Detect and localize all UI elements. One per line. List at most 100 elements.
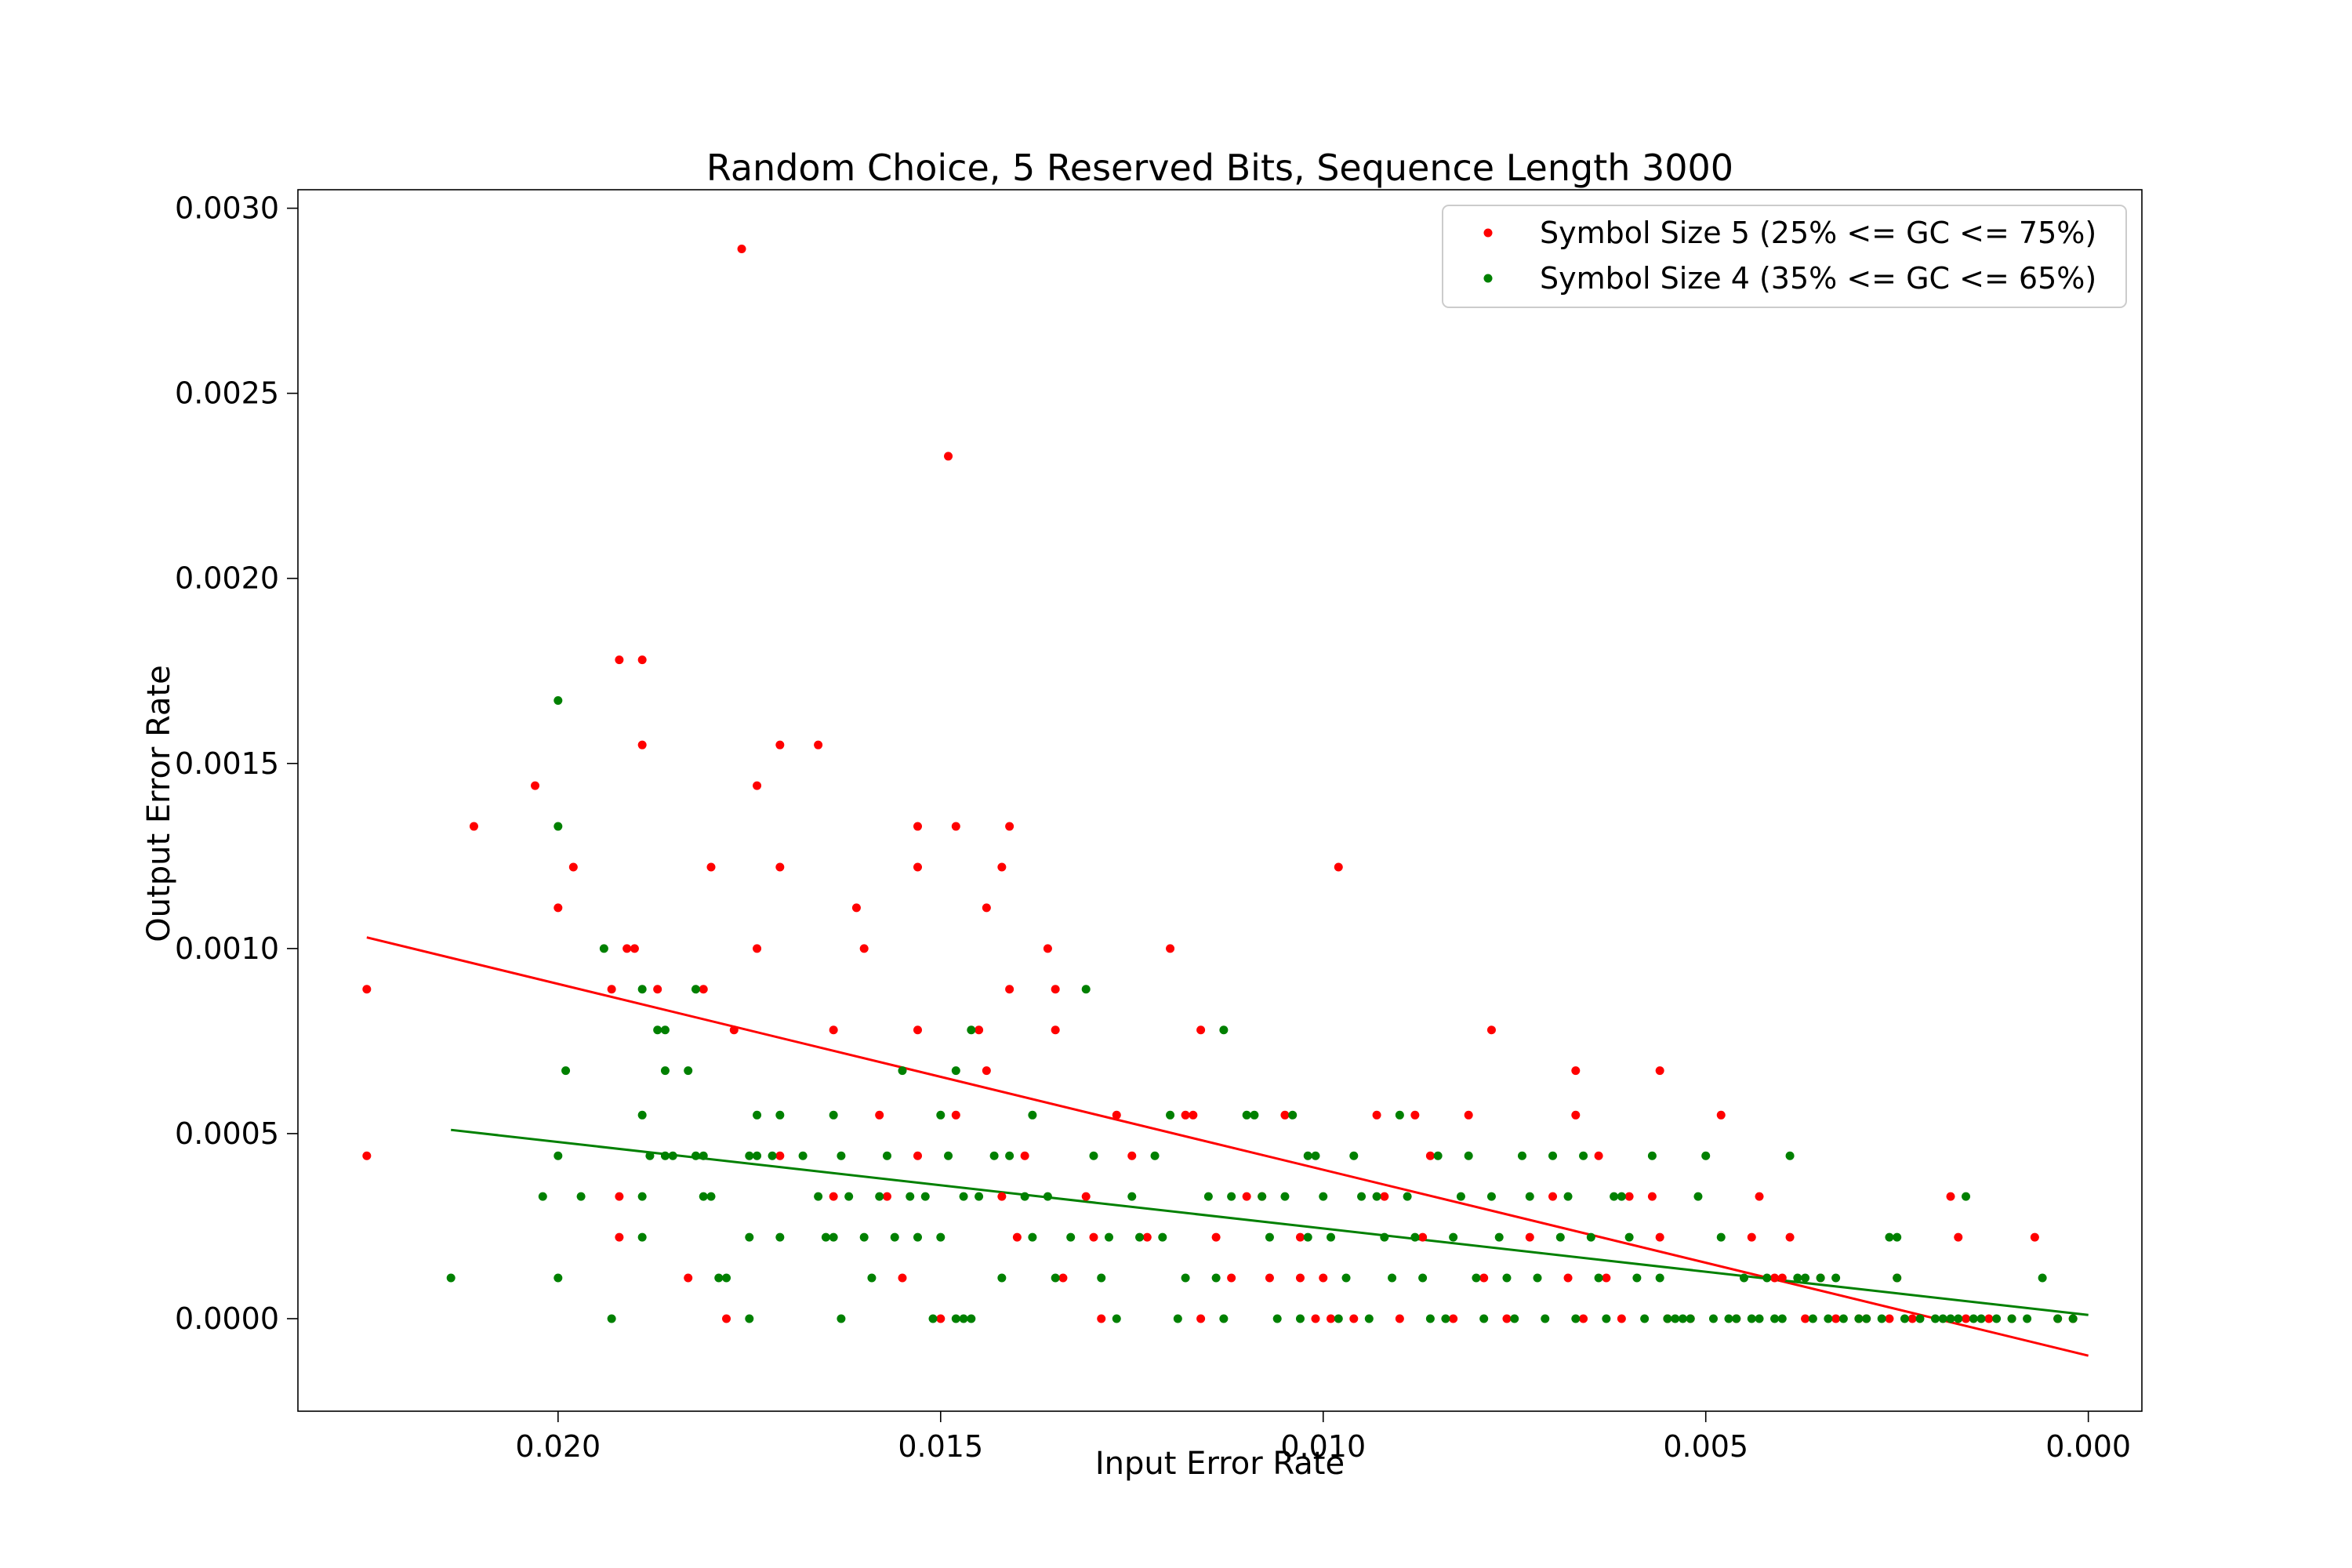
data-point [576,1192,586,1201]
legend: Symbol Size 5 (25% <= GC <= 75%) Symbol S… [1442,205,2127,308]
data-point [1196,1314,1206,1323]
data-point [699,985,708,994]
data-point [637,1110,647,1120]
data-point [722,1314,731,1323]
data-point [2038,1273,2047,1283]
data-point [1571,1110,1581,1120]
data-point [913,822,923,831]
data-point [745,1314,754,1323]
data-point [637,1232,647,1242]
data-point [1089,1151,1098,1160]
data-point [2030,1232,2039,1242]
data-point [1586,1232,1595,1242]
data-point [1770,1314,1780,1323]
data-point [1265,1232,1274,1242]
data-point [615,1192,624,1201]
data-point [1258,1192,1267,1201]
data-point [1464,1110,1473,1120]
data-point [1594,1273,1603,1283]
data-point [1907,1314,1917,1323]
data-point [844,1192,854,1201]
data-point [653,985,662,994]
data-point [1824,1314,1833,1323]
data-point [684,1273,693,1283]
data-point [1334,1314,1343,1323]
data-point [1693,1192,1703,1201]
data-point [1494,1232,1504,1242]
data-point [775,862,785,872]
data-point [898,1273,907,1283]
data-point [1976,1314,1986,1323]
data-point [1433,1151,1443,1160]
data-point [936,1110,946,1120]
data-point [1227,1273,1236,1283]
data-point [821,1232,830,1242]
data-point [1938,1314,1947,1323]
data-point [637,740,647,750]
data-point [1272,1314,1282,1323]
data-point [951,822,960,831]
data-point [814,1192,823,1201]
data-point [936,1232,946,1242]
data-point [1838,1314,1848,1323]
data-point [1012,1232,1022,1242]
data-point [753,1110,762,1120]
data-point [1893,1273,1902,1283]
data-point [1555,1232,1565,1242]
data-point [706,862,716,872]
data-point [1449,1314,1458,1323]
data-point [660,1066,670,1076]
data-point [1541,1314,1550,1323]
data-point [936,1314,946,1323]
data-point [1112,1314,1121,1323]
data-point [568,862,578,872]
data-point [1410,1232,1420,1242]
data-point [997,862,1007,872]
chart-title: Random Choice, 5 Reserved Bits, Sequence… [706,147,1733,189]
data-point [898,1066,907,1076]
data-point [1486,1025,1496,1035]
data-point [1112,1110,1121,1120]
data-point [875,1192,884,1201]
data-point [1610,1192,1619,1201]
data-point [1502,1314,1512,1323]
data-point [1915,1314,1925,1323]
data-point [1655,1232,1664,1242]
data-point [1242,1110,1251,1120]
data-point [944,1151,953,1160]
data-point [1655,1273,1664,1283]
data-point [1043,1192,1052,1201]
data-point [1548,1151,1558,1160]
data-point [1962,1192,1971,1201]
data-point [906,1192,915,1201]
data-point [1801,1314,1810,1323]
data-point [1097,1273,1106,1283]
data-point [1418,1232,1428,1242]
data-point [362,1151,372,1160]
data-point [1663,1314,1672,1323]
data-point [1479,1314,1489,1323]
data-point [1808,1314,1817,1323]
data-point [1930,1314,1940,1323]
data-point [1563,1192,1573,1201]
data-point [1280,1110,1290,1120]
data-point [753,781,762,790]
x-axis: 0.020 0.015 0.010 0.005 0.000 [515,1411,2131,1464]
data-point [1479,1273,1489,1283]
data-point [1403,1192,1412,1201]
data-point [1456,1192,1465,1201]
data-point [1203,1192,1213,1201]
data-point [1150,1151,1160,1160]
data-point [768,1151,777,1160]
data-point [1755,1314,1764,1323]
legend-box [1442,205,2127,308]
data-point [737,245,746,254]
data-point [1357,1192,1367,1201]
y-axis-label: Output Error Rate [141,665,177,942]
data-point [1334,862,1343,872]
data-point [1319,1273,1328,1283]
x-axis-label: Input Error Rate [1095,1446,1345,1482]
data-point [1962,1314,1971,1323]
data-point [607,1314,616,1323]
data-point [1127,1192,1137,1201]
